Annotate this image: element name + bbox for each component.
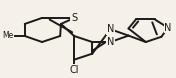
Text: N: N: [164, 23, 172, 33]
Text: N: N: [107, 24, 114, 34]
Text: N: N: [107, 37, 114, 47]
Text: Me: Me: [2, 32, 13, 40]
Text: S: S: [71, 13, 77, 23]
Text: Cl: Cl: [69, 65, 79, 75]
